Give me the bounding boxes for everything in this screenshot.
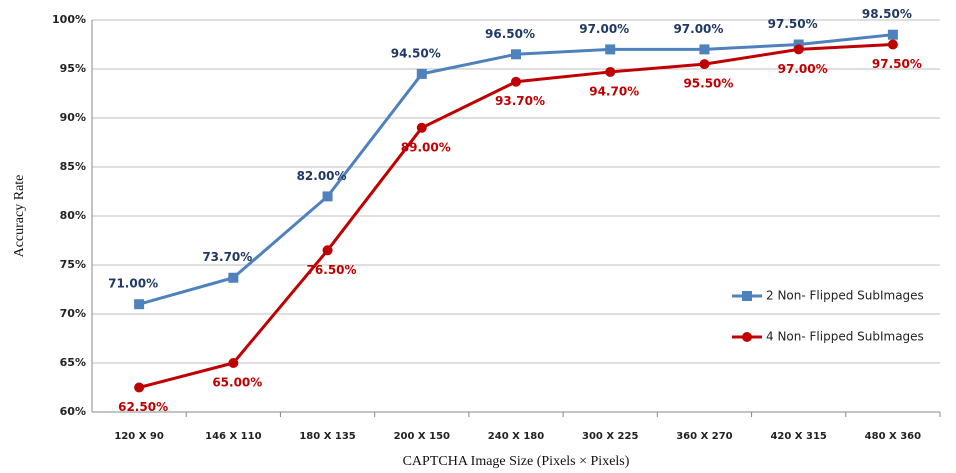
- x-tick-label: 200 X 150: [394, 431, 450, 442]
- data-label: 93.70%: [495, 94, 545, 108]
- data-label: 62.50%: [118, 400, 168, 414]
- data-label: 94.50%: [391, 46, 441, 60]
- data-point: [134, 299, 145, 310]
- data-label: 97.50%: [872, 57, 922, 71]
- x-tick-label: 480 X 360: [865, 431, 921, 442]
- data-label: 96.50%: [485, 27, 535, 41]
- data-label: 97.00%: [778, 62, 828, 76]
- data-label: 73.70%: [202, 250, 252, 264]
- data-label: 97.50%: [768, 17, 818, 31]
- data-label: 65.00%: [212, 376, 262, 390]
- x-tick-label: 360 X 270: [676, 431, 732, 442]
- data-label: 94.70%: [589, 84, 639, 98]
- legend-marker: [742, 291, 752, 301]
- legend-label: 4 Non- Flipped SubImages: [766, 330, 924, 344]
- data-label: 95.50%: [683, 77, 733, 91]
- data-label: 76.50%: [307, 263, 357, 277]
- data-point: [605, 66, 616, 77]
- y-tick-label: 75%: [60, 258, 86, 271]
- data-point: [699, 44, 710, 55]
- data-point: [228, 358, 239, 368]
- x-tick-label: 180 X 135: [299, 431, 355, 442]
- x-tick-label: 146 X 110: [205, 431, 261, 442]
- data-label: 89.00%: [401, 140, 451, 154]
- y-tick-label: 95%: [60, 62, 86, 75]
- legend-marker: [742, 332, 752, 342]
- data-point: [134, 382, 145, 393]
- data-point: [416, 68, 427, 79]
- data-point: [511, 49, 521, 60]
- data-point: [322, 191, 333, 202]
- y-tick-label: 85%: [60, 160, 86, 173]
- data-label: 97.00%: [579, 22, 629, 36]
- data-point: [699, 59, 710, 70]
- y-tick-label: 65%: [60, 356, 86, 369]
- data-point: [322, 245, 333, 256]
- data-point: [887, 29, 898, 40]
- data-point: [228, 272, 239, 283]
- y-axis-title: Accuracy Rate: [12, 175, 27, 258]
- data-point: [511, 76, 521, 87]
- legend-label: 2 Non- Flipped SubImages: [766, 289, 924, 303]
- y-tick-label: 100%: [52, 13, 86, 26]
- data-point: [793, 44, 804, 55]
- data-label: 82.00%: [297, 169, 347, 183]
- x-tick-label: 300 X 225: [582, 431, 638, 442]
- y-tick-label: 90%: [60, 111, 86, 124]
- data-label: 71.00%: [108, 277, 158, 291]
- x-tick-label: 120 X 90: [114, 431, 164, 442]
- y-tick-label: 70%: [60, 307, 86, 320]
- x-tick-label: 420 X 315: [770, 431, 826, 442]
- y-tick-label: 60%: [60, 405, 86, 418]
- x-tick-label: 240 X 180: [488, 431, 544, 442]
- data-label: 97.00%: [673, 22, 723, 36]
- data-label: 98.50%: [862, 7, 912, 21]
- y-tick-label: 80%: [60, 209, 86, 222]
- x-axis-title: CAPTCHA Image Size (Pixels × Pixels): [403, 454, 630, 469]
- data-point: [605, 44, 616, 55]
- data-point: [416, 122, 427, 133]
- data-point: [887, 39, 898, 50]
